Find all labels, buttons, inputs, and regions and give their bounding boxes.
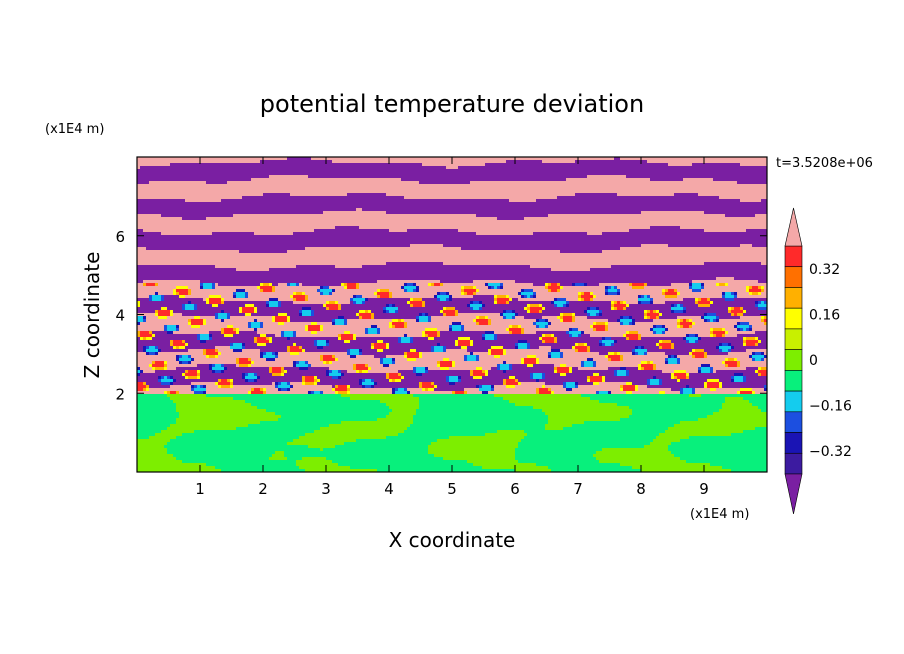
colorbar-segment <box>785 308 802 329</box>
colorbar-segment <box>785 287 802 308</box>
colorbar-segment <box>785 391 802 412</box>
x-tick-label: 2 <box>258 480 268 498</box>
chart-title: potential temperature deviation <box>260 90 644 118</box>
x-tick-label: 9 <box>699 480 709 498</box>
colorbar-lower-extend <box>785 474 802 514</box>
x-tick-label: 3 <box>321 480 331 498</box>
x-tick-label: 8 <box>636 480 646 498</box>
x-tick-label: 7 <box>573 480 583 498</box>
x-unit-label: (x1E4 m) <box>690 507 749 522</box>
colorbar-segment <box>785 329 802 350</box>
colorbar-upper-extend <box>785 208 802 246</box>
time-label: t=3.5208e+06 <box>776 156 873 171</box>
x-tick-label: 4 <box>384 480 394 498</box>
colorbar-label: −0.16 <box>809 399 852 415</box>
y-unit-label: (x1E4 m) <box>45 122 104 137</box>
colorbar-segment <box>785 350 802 371</box>
y-tick-label: 6 <box>115 228 125 246</box>
colorbar-segment <box>785 267 802 288</box>
field-area <box>137 157 768 473</box>
y-axis-label: Z coordinate <box>80 252 104 379</box>
y-tick-label: 4 <box>115 307 125 325</box>
colorbar-segment <box>785 453 802 474</box>
x-axis-label: X coordinate <box>389 528 516 552</box>
colorbar: 0.32 0.16 0 −0.16 −0.32 <box>785 208 852 514</box>
x-tick-label: 5 <box>447 480 457 498</box>
colorbar-label: 0.16 <box>809 307 840 323</box>
colorbar-segment <box>785 433 802 454</box>
colorbar-segment <box>785 246 802 267</box>
colorbar-segment <box>785 412 802 433</box>
x-tick-label: 6 <box>510 480 520 498</box>
colorbar-segment <box>785 370 802 391</box>
y-tick-label: 2 <box>115 385 125 403</box>
x-tick-label: 1 <box>195 480 205 498</box>
colorbar-label: 0 <box>809 353 818 369</box>
colorbar-label: 0.32 <box>809 262 840 278</box>
colorbar-label: −0.32 <box>809 444 852 460</box>
